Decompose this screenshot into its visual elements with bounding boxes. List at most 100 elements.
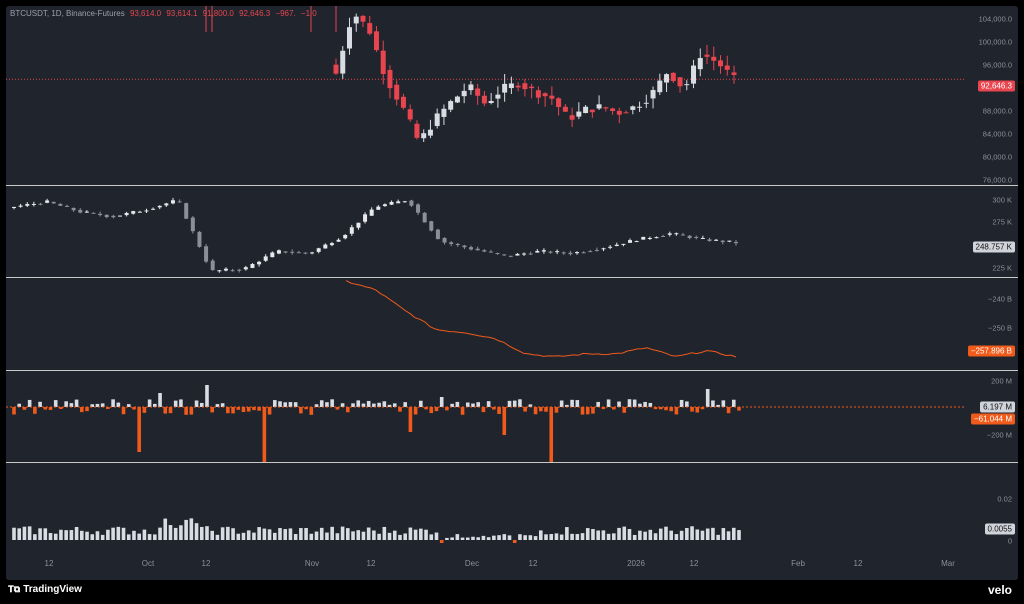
delta-bar <box>199 402 204 407</box>
oi-candle <box>594 249 599 251</box>
price-candle <box>684 84 690 86</box>
funding-bar <box>507 535 512 540</box>
delta-bar <box>231 407 235 414</box>
funding-bar <box>330 526 334 540</box>
funding-bar <box>450 537 454 540</box>
oi-candle <box>495 252 500 254</box>
oi-candle <box>734 241 738 244</box>
oi-candle <box>601 248 606 250</box>
oi-candle <box>694 236 699 238</box>
delta-bar <box>372 403 376 407</box>
funding-bar <box>126 534 131 540</box>
chart-canvas[interactable] <box>6 6 964 580</box>
delta-bar <box>257 407 261 411</box>
funding-bar <box>12 527 16 540</box>
funding-bar <box>53 533 58 540</box>
symbol-legend[interactable]: BTCUSDT, 1D, Binance-Futures 93,614.0 93… <box>10 9 317 18</box>
oi-candle <box>522 253 527 255</box>
price-candle <box>414 123 420 138</box>
pane-separator[interactable] <box>6 370 1018 371</box>
cvd-tick: −250 B <box>988 323 1012 333</box>
funding-bar <box>669 530 673 540</box>
funding-bar <box>601 530 606 540</box>
funding-bar <box>377 533 381 540</box>
funding-bar <box>179 525 183 540</box>
tradingview-brand[interactable]: 𝐓⧉ TradingView <box>8 584 82 595</box>
funding-bar <box>59 529 63 540</box>
funding-bar <box>403 533 407 540</box>
funding-bar <box>257 527 261 540</box>
delta-bar <box>43 407 48 410</box>
delta-axis[interactable]: 200 M −200 M 6.197 M −61.044 M <box>964 371 1018 462</box>
oi-badge: 248.757 K <box>972 241 1015 253</box>
delta-tick: −200 M <box>986 430 1012 440</box>
funding-bar <box>100 534 105 540</box>
delta-bar <box>413 407 418 415</box>
funding-bar <box>33 534 37 540</box>
delta-bar <box>398 407 402 412</box>
price-candle <box>468 84 474 91</box>
oi-candle <box>588 251 593 253</box>
funding-axis[interactable]: 0.02 0 0.0055 <box>964 463 1018 559</box>
funding-bar <box>585 528 590 540</box>
delta-bar <box>685 401 689 407</box>
delta-bar <box>653 407 658 410</box>
price-tick: 104,000.0 <box>978 14 1012 24</box>
funding-bar <box>137 533 141 540</box>
delta-bar <box>617 401 621 407</box>
oi-candle <box>720 240 725 243</box>
funding-bar <box>95 531 100 540</box>
cvd-axis[interactable]: −240 B −250 B −257.896 B <box>964 278 1018 370</box>
oi-candle <box>449 242 454 245</box>
oi-candle <box>535 250 540 253</box>
delta-bar <box>168 407 173 414</box>
funding-bar <box>439 540 444 543</box>
funding-bar <box>158 527 162 540</box>
oi-candle <box>462 245 467 248</box>
funding-bar <box>434 532 439 540</box>
price-candle <box>542 93 548 97</box>
funding-bar <box>460 537 465 540</box>
oi-candle <box>104 214 109 218</box>
funding-bar <box>721 528 726 540</box>
pane-separator[interactable] <box>6 277 1018 278</box>
velo-watermark: velo <box>987 583 1012 597</box>
delta-bar <box>403 402 407 407</box>
funding-bar <box>476 537 481 540</box>
funding-bar <box>632 534 637 540</box>
oi-candle <box>429 221 434 231</box>
oi-candle <box>223 268 228 271</box>
x-axis-label: 12 <box>44 559 54 568</box>
cvd-tick: −240 B <box>988 294 1012 304</box>
oi-candle <box>469 247 474 250</box>
oi-candle <box>310 252 315 254</box>
pane-separator[interactable] <box>6 462 1018 463</box>
chart-frame: BTCUSDT, 1D, Binance-Futures 93,614.0 93… <box>6 6 1018 580</box>
delta-bar <box>419 400 423 407</box>
oi-candle <box>316 248 321 252</box>
price-candle <box>461 90 467 97</box>
oi-candle <box>58 203 63 206</box>
oi-candle <box>435 229 440 240</box>
price-candle <box>670 72 676 82</box>
x-axis-label: Nov <box>304 559 320 568</box>
delta-bar <box>512 400 517 407</box>
oi-candle <box>416 204 421 213</box>
delta-bar <box>533 407 538 415</box>
price-candle <box>556 98 562 108</box>
delta-bar <box>33 407 37 414</box>
legend-change: −967. <box>275 9 296 18</box>
delta-bar <box>126 404 131 407</box>
price-axis[interactable]: 104,000.0 100,000.0 96,000.0 88,000.0 84… <box>964 6 1018 185</box>
delta-bar <box>377 402 381 407</box>
price-candle <box>454 96 460 103</box>
oi-candle <box>38 203 43 205</box>
pane-separator[interactable] <box>6 185 1018 186</box>
delta-bar <box>716 404 720 407</box>
funding-bar <box>705 528 710 540</box>
oi-candle <box>661 235 666 237</box>
funding-bar <box>22 526 27 540</box>
oi-candle <box>237 269 242 271</box>
oi-axis[interactable]: 300 K 275 K 225 K 248.757 K <box>964 186 1018 277</box>
oi-candle <box>98 213 103 216</box>
